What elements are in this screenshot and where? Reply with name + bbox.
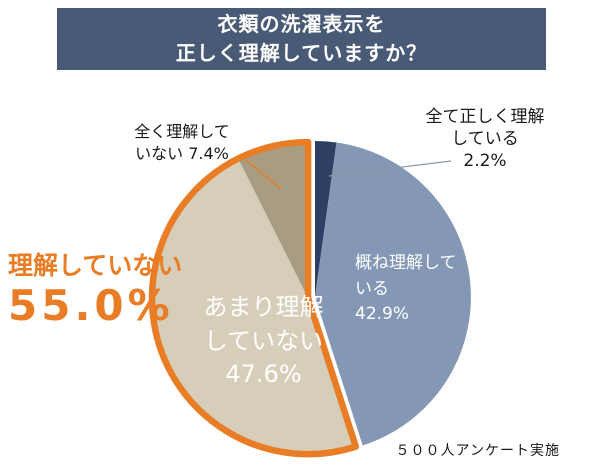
label-not-at-all-line1: 全く理解して — [134, 122, 230, 141]
highlight-group-title: 理解していない — [8, 251, 183, 280]
pie-slice-2 — [152, 158, 356, 455]
pie-slice-1 — [315, 142, 471, 446]
label-mostly-understand: 概ね理解して いる 42.9% — [355, 251, 480, 328]
label-mostly-line2: いる — [355, 278, 389, 299]
highlight-group-outline — [148, 138, 360, 458]
leader-line-not-at-all — [245, 159, 282, 190]
leader-line-all-correct — [328, 160, 452, 177]
label-not-at-all-line2: いない — [135, 143, 184, 163]
label-all-correct-pct: 2.2% — [463, 151, 507, 172]
label-mostly-line1: 概ね理解して — [355, 253, 457, 273]
label-all-correct-line1: 全て正しく理解 — [425, 107, 545, 127]
label-all-correct-line2: している — [451, 129, 519, 150]
pie-slice-0 — [315, 141, 337, 297]
pie-slices-layer — [148, 138, 471, 458]
label-not-at-all: 全く理解して いない 7.4% — [116, 121, 248, 164]
label-all-correct: 全て正しく理解 している 2.2% — [412, 106, 558, 172]
label-not-at-all-pct: 7.4% — [188, 143, 229, 163]
title-banner: 衣類の洗濯表示を 正しく理解していますか？ — [57, 8, 546, 70]
pie-slice-3 — [238, 142, 309, 299]
label-highlight-group: 理解していない 55.0% — [8, 251, 194, 330]
label-not-much-understand: あまり理解 していない 47.6% — [186, 291, 341, 392]
label-mostly-pct: 42.9% — [355, 304, 410, 324]
leader-lines-layer — [245, 159, 452, 190]
label-not-much-line2: していない — [203, 326, 324, 355]
label-not-much-line1: あまり理解 — [203, 293, 324, 321]
highlight-group-pct: 55.0% — [8, 280, 174, 330]
label-not-much-pct: 47.6% — [225, 360, 302, 389]
title-line-2: 正しく理解していますか？ — [175, 41, 428, 65]
survey-note: ５００人アンケート実施 — [395, 443, 560, 459]
title-line-1: 衣類の洗濯表示を — [217, 12, 386, 36]
